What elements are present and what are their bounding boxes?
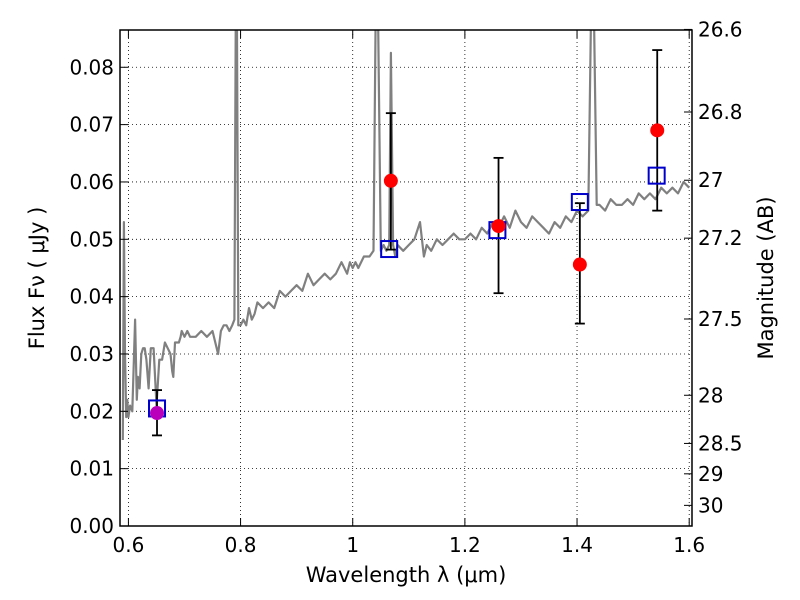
grid (120, 30, 692, 526)
x-tick-label: 1 (346, 533, 359, 557)
mag-tick-label: 27.5 (698, 307, 743, 331)
right-axis-label: Magnitude (AB) (754, 196, 778, 359)
mag-tick-label: 27 (698, 168, 723, 192)
y-tick-label: 0.03 (69, 342, 114, 366)
x-tick-label: 1.6 (673, 533, 705, 557)
mag-tick-label: 26.6 (698, 17, 743, 41)
x-tick-label: 0.8 (225, 533, 257, 557)
observed-point (491, 219, 506, 234)
observed-point (383, 173, 398, 188)
y-tick-label: 0.01 (69, 457, 114, 481)
y-tick-label: 0.05 (69, 227, 114, 251)
x-axis-label: Wavelength λ (μm) (306, 563, 507, 587)
mag-tick-label: 27.2 (698, 226, 743, 250)
y-tick-label: 0.04 (69, 285, 114, 309)
y-tick-label: 0.08 (69, 55, 114, 79)
y-tick-label: 0.02 (69, 399, 114, 423)
y-tick-label: 0.07 (69, 113, 114, 137)
mag-tick-label: 29 (698, 462, 723, 486)
observed-point (650, 123, 665, 138)
markers-layer (148, 49, 666, 437)
model-point (380, 240, 399, 259)
y-tick-label: 0.00 (69, 514, 114, 538)
mag-tick-label: 30 (698, 493, 723, 517)
plot-frame (119, 29, 693, 527)
observed-point (572, 257, 587, 272)
mag-tick-label: 26.8 (698, 100, 743, 124)
spectrum-line (121, 30, 690, 441)
model-point (647, 166, 666, 185)
x-tick-label: 1.4 (561, 533, 593, 557)
x-tick-label: 1.2 (449, 533, 481, 557)
mag-tick-label: 28.5 (698, 431, 743, 455)
y-tick-label: 0.06 (69, 170, 114, 194)
observed-point (150, 406, 165, 421)
mag-tick-label: 28 (698, 383, 723, 407)
y-axis-label: Flux Fν ( μJy ) (25, 207, 49, 350)
x-tick-label: 0.6 (113, 533, 145, 557)
spectrum-layer (121, 30, 690, 441)
ticks: 0.6 0.8 1 1.2 1.4 1.6 0.00 0.01 0.02 0.03 0.04 0.05… (69, 17, 742, 557)
model-point (570, 193, 589, 212)
